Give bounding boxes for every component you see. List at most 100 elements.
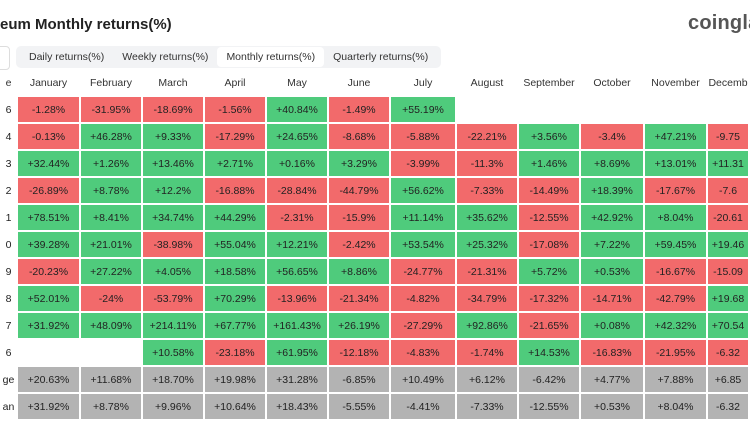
return-cell: +18.58% (204, 258, 266, 285)
return-cell: -2.42% (328, 231, 390, 258)
return-cell: +56.62% (390, 177, 456, 204)
table-row: 3 +32.44% +1.26% +13.46% +2.71% +0.16% +3.29% -… (0, 150, 749, 177)
return-cell: +21.01% (80, 231, 142, 258)
return-cell: +27.22% (80, 258, 142, 285)
row-label: 6 (0, 96, 17, 123)
return-cell: +1.46% (518, 150, 580, 177)
return-cell: +8.69% (580, 150, 644, 177)
return-cell: +47.21% (644, 123, 707, 150)
return-cell: +4.05% (142, 258, 204, 285)
return-cell: +7.88% (644, 366, 707, 393)
column-header: e (0, 70, 17, 96)
return-cell: +8.41% (80, 204, 142, 231)
return-cell: -22.21% (456, 123, 518, 150)
tab-stub[interactable] (0, 46, 10, 70)
table-row: an +31.92% +8.78% +9.96% +10.64% +18.43% -5.55… (0, 393, 749, 420)
header-row: e January February March April May June July Aug… (0, 70, 749, 96)
return-cell (17, 339, 80, 366)
return-cell: +53.54% (390, 231, 456, 258)
table-row: 4 -0.13% +46.28% +9.33% -17.29% +24.65% -8.68%… (0, 123, 749, 150)
column-header: March (142, 70, 204, 96)
return-cell: +8.78% (80, 177, 142, 204)
tab[interactable]: Daily returns(%) (29, 51, 105, 63)
return-cell: +78.51% (17, 204, 80, 231)
return-cell: +12.2% (142, 177, 204, 204)
return-cell: +161.43% (266, 312, 328, 339)
return-cell: +19.98% (204, 366, 266, 393)
return-cell: +48.09% (80, 312, 142, 339)
return-cell: -7.33% (456, 177, 518, 204)
return-cell: -21.31% (456, 258, 518, 285)
return-cell: -4.82% (390, 285, 456, 312)
return-cell (80, 339, 142, 366)
return-cell: +42.92% (580, 204, 644, 231)
row-label: 7 (0, 312, 17, 339)
return-cell: -17.67% (644, 177, 707, 204)
return-cell: +9.33% (142, 123, 204, 150)
return-cell: -1.74% (456, 339, 518, 366)
return-cell: +31.92% (17, 393, 80, 420)
return-cell: +10.49% (390, 366, 456, 393)
return-cell: +9.96% (142, 393, 204, 420)
column-header: June (328, 70, 390, 96)
return-cell: -44.79% (328, 177, 390, 204)
return-cell: +59.45% (644, 231, 707, 258)
row-label: an (0, 393, 17, 420)
column-header: August (456, 70, 518, 96)
tab[interactable]: Quarterly returns(%) (333, 51, 429, 63)
return-cell: -14.49% (518, 177, 580, 204)
return-cell (456, 96, 518, 123)
column-header: September (518, 70, 580, 96)
row-label: 2 (0, 177, 17, 204)
tab[interactable]: Weekly returns(%) (122, 51, 209, 63)
return-cell: -24% (80, 285, 142, 312)
return-cell: +44.29% (204, 204, 266, 231)
return-cell (580, 96, 644, 123)
return-cell: +8.04% (644, 393, 707, 420)
return-cell: -24.77% (390, 258, 456, 285)
return-cell: +56.65% (266, 258, 328, 285)
logo: coinglas (688, 12, 750, 34)
table-row: 6 +10.58% -23.18% +61.95% -12.18% -4.83% -1.74… (0, 339, 749, 366)
row-label: 9 (0, 258, 17, 285)
table-row: ge +20.63% +11.68% +18.70% +19.98% +31.28% -6.… (0, 366, 749, 393)
row-label: 3 (0, 150, 17, 177)
return-cell: -16.83% (580, 339, 644, 366)
return-cell: -17.32% (518, 285, 580, 312)
return-cell: +92.86% (456, 312, 518, 339)
return-cell: -4.83% (390, 339, 456, 366)
return-cell: -15.9% (328, 204, 390, 231)
return-cell: -3.4% (580, 123, 644, 150)
return-cell (644, 96, 707, 123)
return-cell: +18.70% (142, 366, 204, 393)
tab[interactable]: Monthly returns(%) (217, 47, 325, 67)
return-cell: +18.39% (580, 177, 644, 204)
return-cell: +55.04% (204, 231, 266, 258)
return-cell: -20.23% (17, 258, 80, 285)
return-cell: +0.16% (266, 150, 328, 177)
return-cell: -34.79% (456, 285, 518, 312)
row-label: 6 (0, 339, 17, 366)
return-cell: +46.28% (80, 123, 142, 150)
return-cell: -5.88% (390, 123, 456, 150)
return-cell: -18.69% (142, 96, 204, 123)
return-cell: +13.46% (142, 150, 204, 177)
row-label: 8 (0, 285, 17, 312)
return-cell: -23.18% (204, 339, 266, 366)
table-row: 6 -1.28% -31.95% -18.69% -1.56% +40.84% -1.49%… (0, 96, 749, 123)
return-cell: +4.77% (580, 366, 644, 393)
column-header: November (644, 70, 707, 96)
return-cell: -17.08% (518, 231, 580, 258)
return-cell: +13.01% (644, 150, 707, 177)
return-cell: +6.85 (707, 366, 749, 393)
return-cell: +19.68 (707, 285, 749, 312)
return-cell: -28.84% (266, 177, 328, 204)
row-label: 1 (0, 204, 17, 231)
return-cell: -16.67% (644, 258, 707, 285)
return-cell: +2.71% (204, 150, 266, 177)
return-cell: +11.31 (707, 150, 749, 177)
return-cell: -31.95% (80, 96, 142, 123)
return-cell: -26.89% (17, 177, 80, 204)
return-cell: -5.55% (328, 393, 390, 420)
